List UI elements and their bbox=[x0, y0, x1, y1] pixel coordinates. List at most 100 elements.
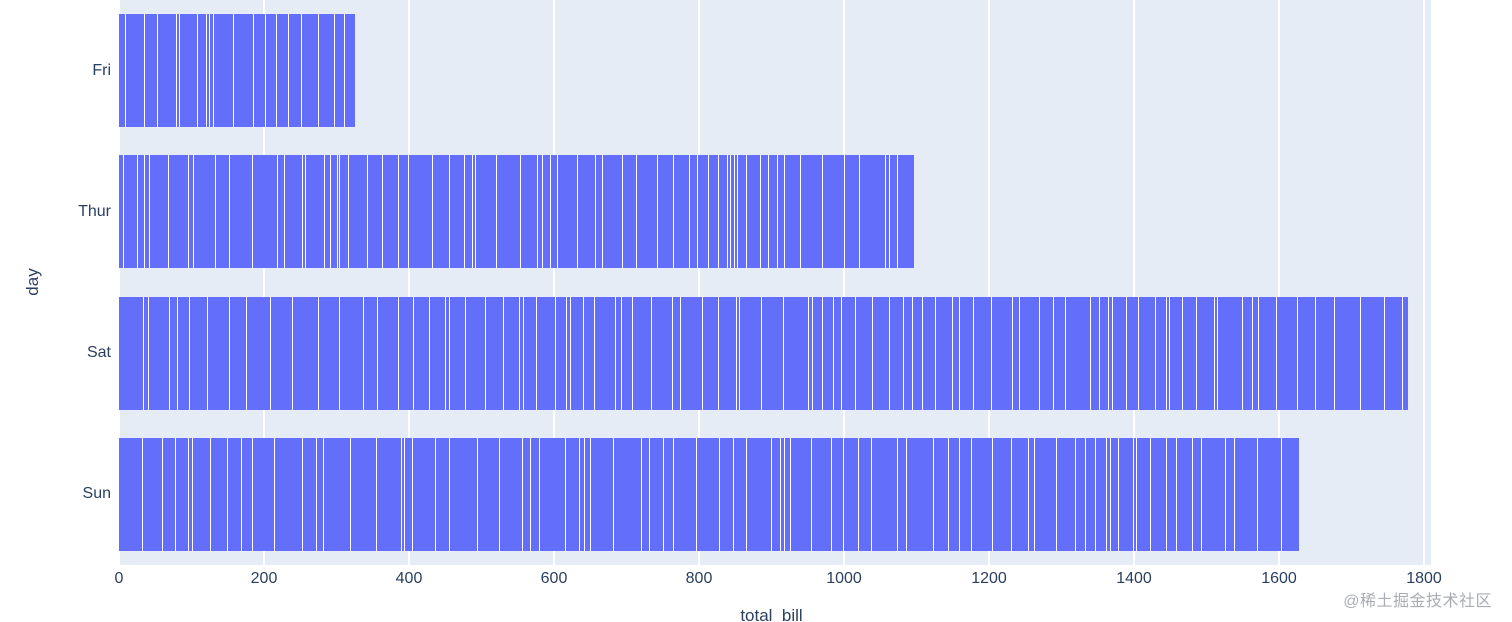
bar-segment[interactable] bbox=[1125, 296, 1138, 410]
bar-segment[interactable] bbox=[884, 155, 890, 269]
bar-segment[interactable] bbox=[344, 14, 356, 128]
bar-segment[interactable] bbox=[614, 296, 622, 410]
bar-segment[interactable] bbox=[800, 155, 823, 269]
bar-segment[interactable] bbox=[448, 296, 465, 410]
bar-segment[interactable] bbox=[536, 155, 543, 269]
bar-segment[interactable] bbox=[1402, 296, 1409, 410]
bar-segment[interactable] bbox=[445, 296, 449, 410]
bar-segment[interactable] bbox=[431, 155, 449, 269]
bar-segment[interactable] bbox=[889, 296, 904, 410]
bar-segment[interactable] bbox=[188, 437, 193, 551]
bar-segment[interactable] bbox=[952, 296, 960, 410]
bar-segment[interactable] bbox=[1217, 296, 1243, 410]
bar-segment[interactable] bbox=[730, 155, 735, 269]
bar-segment[interactable] bbox=[179, 14, 198, 128]
bar-segment[interactable] bbox=[119, 296, 144, 410]
bar-segment[interactable] bbox=[227, 437, 242, 551]
bar-segment[interactable] bbox=[745, 437, 772, 551]
bar-segment[interactable] bbox=[192, 155, 215, 269]
bar-segment[interactable] bbox=[701, 296, 718, 410]
bar-segment[interactable] bbox=[783, 155, 801, 269]
bar-segment[interactable] bbox=[269, 296, 293, 410]
bar-segment[interactable] bbox=[1084, 437, 1096, 551]
bar-segment[interactable] bbox=[621, 296, 632, 410]
bar-segment[interactable] bbox=[1136, 437, 1150, 551]
bar-segment[interactable] bbox=[1234, 437, 1257, 551]
bar-segment[interactable] bbox=[119, 155, 123, 269]
bar-segment[interactable] bbox=[1098, 296, 1109, 410]
bar-segment[interactable] bbox=[739, 296, 761, 410]
bar-segment[interactable] bbox=[695, 437, 720, 551]
bar-segment[interactable] bbox=[921, 296, 936, 410]
bar-segment[interactable] bbox=[339, 155, 348, 269]
bar-segment[interactable] bbox=[403, 437, 412, 551]
bar-segment[interactable] bbox=[1137, 296, 1156, 410]
bar-segment[interactable] bbox=[857, 437, 871, 551]
bar-segment[interactable] bbox=[412, 296, 429, 410]
bar-segment[interactable] bbox=[733, 437, 746, 551]
bar-segment[interactable] bbox=[277, 155, 284, 269]
bar-segment[interactable] bbox=[1165, 296, 1170, 410]
bar-segment[interactable] bbox=[1333, 296, 1360, 410]
bar-segment[interactable] bbox=[463, 155, 473, 269]
bar-segment[interactable] bbox=[1192, 437, 1202, 551]
bar-segment[interactable] bbox=[209, 14, 213, 128]
bar-segment[interactable] bbox=[1011, 437, 1028, 551]
bar-segment[interactable] bbox=[144, 155, 149, 269]
bar-segment[interactable] bbox=[475, 155, 497, 269]
bar-segment[interactable] bbox=[366, 155, 383, 269]
bar-segment[interactable] bbox=[122, 155, 137, 269]
bar-segment[interactable] bbox=[496, 155, 520, 269]
bar-segment[interactable] bbox=[903, 296, 912, 410]
bar-segment[interactable] bbox=[1280, 437, 1299, 551]
bar-segment[interactable] bbox=[1359, 296, 1384, 410]
bar-segment[interactable] bbox=[990, 296, 1013, 410]
bar-segment[interactable] bbox=[448, 155, 464, 269]
bar-segment[interactable] bbox=[1117, 437, 1134, 551]
bar-segment[interactable] bbox=[717, 155, 727, 269]
bar-segment[interactable] bbox=[317, 14, 335, 128]
bar-segment[interactable] bbox=[1296, 296, 1316, 410]
bar-segment[interactable] bbox=[889, 155, 898, 269]
bar-segment[interactable] bbox=[518, 296, 523, 410]
bar-segment[interactable] bbox=[246, 296, 270, 410]
bar-segment[interactable] bbox=[719, 437, 734, 551]
bar-segment[interactable] bbox=[602, 155, 623, 269]
bar-segment[interactable] bbox=[119, 437, 142, 551]
bar-segment[interactable] bbox=[810, 437, 832, 551]
bar-segment[interactable] bbox=[401, 437, 404, 551]
bar-segment[interactable] bbox=[143, 296, 148, 410]
bar-segment[interactable] bbox=[859, 155, 885, 269]
bar-segment[interactable] bbox=[771, 437, 781, 551]
bar-segment[interactable] bbox=[831, 437, 843, 551]
bar-segment[interactable] bbox=[1155, 296, 1166, 410]
bar-segment[interactable] bbox=[382, 155, 399, 269]
bar-segment[interactable] bbox=[1027, 437, 1034, 551]
bar-segment[interactable] bbox=[177, 296, 189, 410]
bar-segment[interactable] bbox=[147, 296, 169, 410]
bar-segment[interactable] bbox=[782, 296, 809, 410]
bar-segment[interactable] bbox=[726, 155, 731, 269]
bar-segment[interactable] bbox=[842, 437, 858, 551]
bar-segment[interactable] bbox=[584, 437, 590, 551]
bar-segment[interactable] bbox=[565, 296, 570, 410]
bar-segment[interactable] bbox=[1056, 437, 1075, 551]
bar-segment[interactable] bbox=[1075, 437, 1085, 551]
bar-segment[interactable] bbox=[411, 437, 436, 551]
bar-segment[interactable] bbox=[1195, 296, 1214, 410]
bar-segment[interactable] bbox=[347, 155, 367, 269]
bar-segment[interactable] bbox=[408, 155, 432, 269]
bar-segment[interactable] bbox=[1095, 437, 1107, 551]
bar-segment[interactable] bbox=[811, 296, 822, 410]
bar-segment[interactable] bbox=[485, 296, 504, 410]
bar-segment[interactable] bbox=[323, 155, 330, 269]
bar-segment[interactable] bbox=[398, 155, 409, 269]
bar-segment[interactable] bbox=[253, 14, 266, 128]
bar-segment[interactable] bbox=[564, 437, 579, 551]
bar-segment[interactable] bbox=[302, 155, 306, 269]
bar-segment[interactable] bbox=[622, 155, 636, 269]
bar-segment[interactable] bbox=[569, 296, 583, 410]
bar-segment[interactable] bbox=[472, 155, 476, 269]
bar-segment[interactable] bbox=[708, 155, 718, 269]
bar-segment[interactable] bbox=[577, 155, 595, 269]
